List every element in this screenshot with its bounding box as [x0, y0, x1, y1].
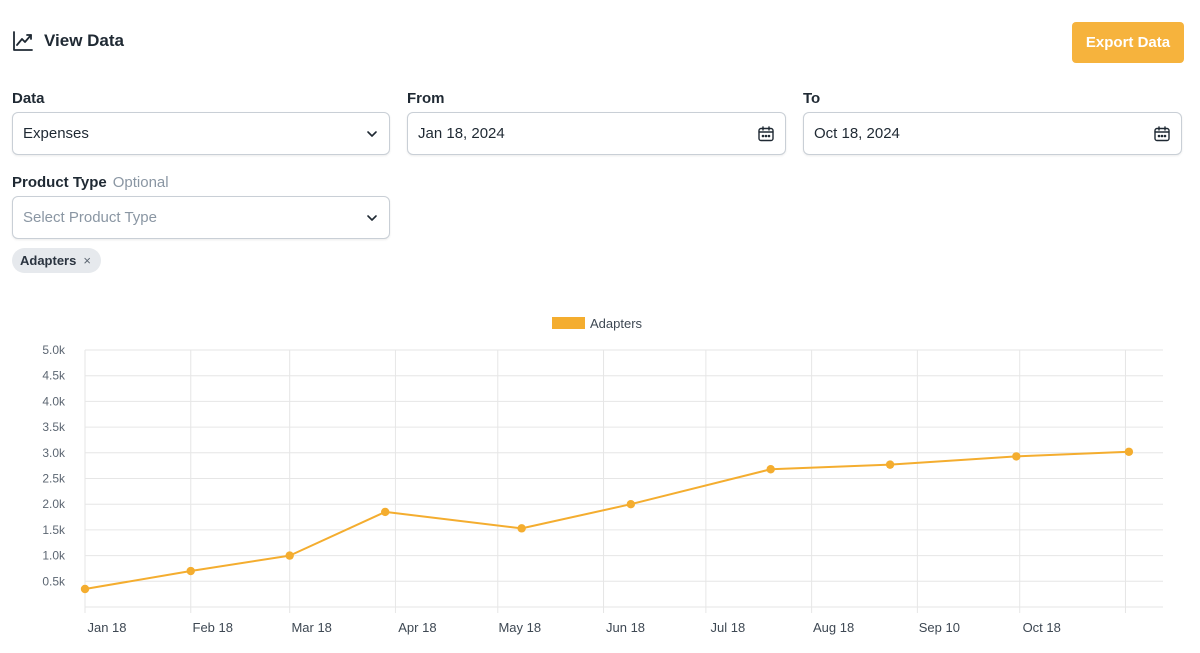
from-field-label: From	[407, 90, 445, 107]
data-field-label: Data	[12, 90, 45, 107]
title-wrap: View Data	[12, 30, 124, 52]
data-select-value: Expenses	[23, 125, 89, 142]
product-type-select[interactable]: Select Product Type	[12, 196, 390, 239]
product-chip-adapters: Adapters ×	[12, 248, 101, 273]
series-layer	[80, 447, 1134, 594]
from-field: From Jan 18, 2024	[407, 90, 786, 156]
chevron-down-icon	[367, 214, 377, 221]
calendar-icon[interactable]	[1153, 125, 1171, 143]
expenses-line-chart: 0.5k 1.0k 1.5k 2.0k 2.5k 3.0k 3.5k 4.0k 4.5k 5.0k…	[42, 316, 1163, 635]
x-tick-label: May 18	[498, 620, 541, 635]
data-point[interactable]	[80, 584, 90, 594]
x-tick-label: Sep 10	[919, 620, 960, 635]
product-type-placeholder: Select Product Type	[23, 209, 157, 226]
export-data-button[interactable]: Export Data	[1072, 22, 1184, 63]
page-title: View Data	[44, 31, 125, 50]
chart-grid	[84, 349, 1163, 613]
x-tick-label: Jun 18	[606, 620, 645, 635]
data-point[interactable]	[186, 566, 195, 576]
to-date-input[interactable]: Oct 18, 2024	[803, 112, 1182, 155]
series-line-adapters	[84, 450, 1129, 590]
chart-legend: Adapters	[552, 316, 643, 331]
x-tick-label: Mar 18	[291, 620, 331, 635]
chip-remove-icon[interactable]: ×	[83, 253, 91, 268]
product-type-label-text: Product Type	[12, 174, 107, 191]
data-point[interactable]	[285, 551, 294, 560]
to-field-label: To	[803, 90, 821, 107]
from-date-input[interactable]: Jan 18, 2024	[407, 112, 786, 155]
y-tick-label: 1.0k	[42, 549, 66, 563]
optional-hint: Optional	[112, 174, 169, 191]
header: View Data Export Data	[12, 22, 1184, 64]
data-point[interactable]	[381, 507, 390, 517]
y-tick-label: 5.0k	[42, 343, 66, 357]
y-tick-label: 4.0k	[42, 394, 66, 408]
x-tick-label: Oct 18	[1023, 620, 1061, 635]
legend-label: Adapters	[590, 316, 643, 331]
x-tick-label: Jul 18	[711, 620, 746, 635]
to-field: To Oct 18, 2024	[803, 90, 1182, 156]
x-tick-label: Aug 18	[813, 620, 854, 635]
data-point[interactable]	[1124, 447, 1134, 456]
trend-line-icon	[12, 30, 34, 52]
y-tick-label: 0.5k	[42, 574, 66, 588]
from-date-value: Jan 18, 2024	[418, 125, 505, 142]
y-tick-label: 2.5k	[42, 472, 66, 486]
data-point[interactable]	[517, 524, 526, 533]
data-select[interactable]: Expenses	[12, 112, 390, 155]
data-point[interactable]	[626, 500, 636, 509]
x-tick-label: Jan 18	[87, 620, 126, 635]
x-tick-label: Feb 18	[193, 620, 233, 635]
y-tick-label: 4.5k	[42, 369, 66, 383]
y-tick-label: 3.5k	[42, 420, 66, 434]
calendar-icon[interactable]	[757, 125, 775, 143]
y-tick-label: 1.5k	[42, 523, 66, 537]
x-tick-label: Apr 18	[398, 620, 436, 635]
data-point[interactable]	[885, 460, 895, 469]
chevron-down-icon	[367, 130, 377, 137]
data-point[interactable]	[766, 465, 775, 474]
to-date-value: Oct 18, 2024	[814, 125, 900, 142]
x-axis: Jan 18 Feb 18 Mar 18 Apr 18 May 18 Jun 18 Jul …	[87, 620, 1060, 635]
chip-label: Adapters	[20, 253, 77, 268]
legend-swatch	[552, 317, 585, 329]
y-tick-label: 3.0k	[42, 446, 66, 460]
data-field: Data Expenses	[12, 90, 390, 156]
y-tick-label: 2.0k	[42, 497, 66, 511]
product-type-label: Product Type Optional	[12, 174, 390, 191]
y-axis: 0.5k 1.0k 1.5k 2.0k 2.5k 3.0k 3.5k 4.0k 4.5k 5.0k	[42, 343, 66, 588]
product-type-field: Product Type Optional Select Product Type	[12, 174, 390, 240]
data-point[interactable]	[1012, 452, 1021, 461]
